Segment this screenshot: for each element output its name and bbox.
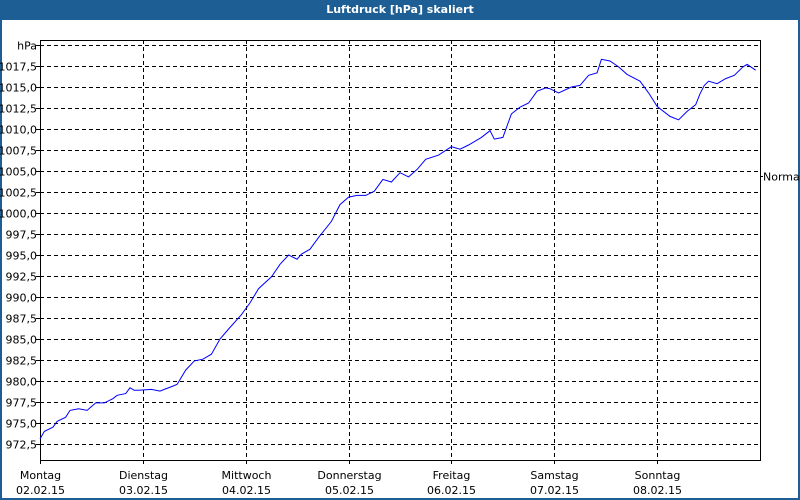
- x-tick-day: Sonntag: [635, 469, 681, 482]
- x-tick-day: Mittwoch: [222, 469, 272, 482]
- x-tick-date: 03.02.15: [119, 484, 168, 497]
- window-title: Luftdruck [hPa] skaliert: [0, 0, 800, 20]
- x-tick-date: 05.02.15: [325, 484, 374, 497]
- y-tick-label: 1000,0: [0, 208, 37, 221]
- x-tick-date: 06.02.15: [427, 484, 476, 497]
- pressure-series-line: [39, 58, 756, 440]
- y-tick-label: 992,5: [6, 271, 38, 284]
- y-axis-unit: hPa: [17, 40, 37, 53]
- x-tick-day: Samstag: [530, 469, 578, 482]
- x-tick-date: 07.02.15: [530, 484, 579, 497]
- y-tick-label: 1012,5: [0, 103, 37, 116]
- y-tick-label: 1015,0: [0, 82, 37, 95]
- y-tick-label: 1017,5: [0, 61, 37, 74]
- y-tick-label: 980,0: [6, 376, 38, 389]
- x-tick-day: Freitag: [433, 469, 471, 482]
- y-tick-label: 1005,0: [0, 166, 37, 179]
- y-tick-label: 985,0: [6, 334, 38, 347]
- x-tick-day: Dienstag: [119, 469, 168, 482]
- x-tick-day: Montag: [20, 469, 61, 482]
- y-tick-label: 982,5: [6, 355, 38, 368]
- plot-frame: [40, 40, 761, 461]
- y-tick-label: 975,0: [6, 418, 38, 431]
- x-tick-date: 04.02.15: [222, 484, 271, 497]
- x-tick-date: 02.02.15: [16, 484, 65, 497]
- y-tick-label: 987,5: [6, 313, 38, 326]
- y-tick-label: 972,5: [6, 439, 38, 452]
- x-tick-date: 08.02.15: [633, 484, 682, 497]
- y-tick-label: 995,0: [6, 250, 38, 263]
- x-tick-day: Donnerstag: [317, 469, 381, 482]
- y-tick-label: 997,5: [6, 229, 38, 242]
- reference-label: Normal: [763, 171, 800, 184]
- y-tick-label: 1007,5: [0, 145, 37, 158]
- y-tick-label: 1010,0: [0, 124, 37, 137]
- y-tick-label: 977,5: [6, 397, 38, 410]
- y-tick-label: 1002,5: [0, 187, 37, 200]
- y-tick-label: 990,0: [6, 292, 38, 305]
